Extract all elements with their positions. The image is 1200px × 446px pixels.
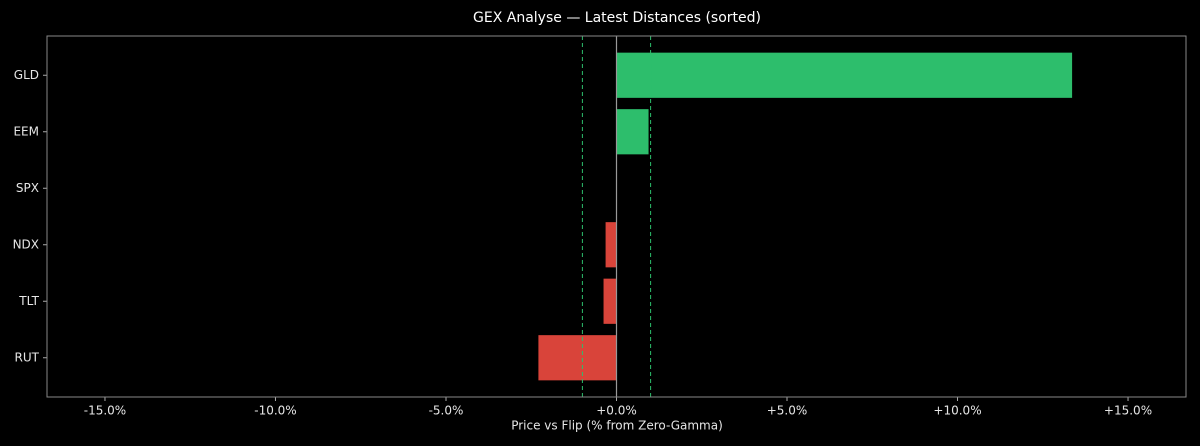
y-tick-label: EEM <box>13 124 39 138</box>
x-tick-label: +5.0% <box>767 404 808 418</box>
x-tick-label: -10.0% <box>254 404 296 418</box>
bar <box>605 222 617 268</box>
bar <box>538 335 617 381</box>
y-tick-label: NDX <box>13 237 39 251</box>
y-tick-label: TLT <box>18 294 39 308</box>
chart-title: GEX Analyse — Latest Distances (sorted) <box>473 10 761 26</box>
bar <box>616 109 649 155</box>
y-tick-label: SPX <box>16 181 39 195</box>
x-tick-label: +15.0% <box>1104 404 1152 418</box>
bar <box>616 52 1073 98</box>
y-tick-label: RUT <box>15 350 40 364</box>
y-tick-label: GLD <box>14 68 39 82</box>
x-axis-label: Price vs Flip (% from Zero-Gamma) <box>511 419 723 433</box>
x-tick-label: +10.0% <box>933 404 981 418</box>
plot-frame <box>46 35 1187 398</box>
x-tick-label: -5.0% <box>429 404 464 418</box>
bar <box>603 278 617 324</box>
x-tick-label: -15.0% <box>84 404 126 418</box>
x-tick-label: +0.0% <box>596 404 637 418</box>
